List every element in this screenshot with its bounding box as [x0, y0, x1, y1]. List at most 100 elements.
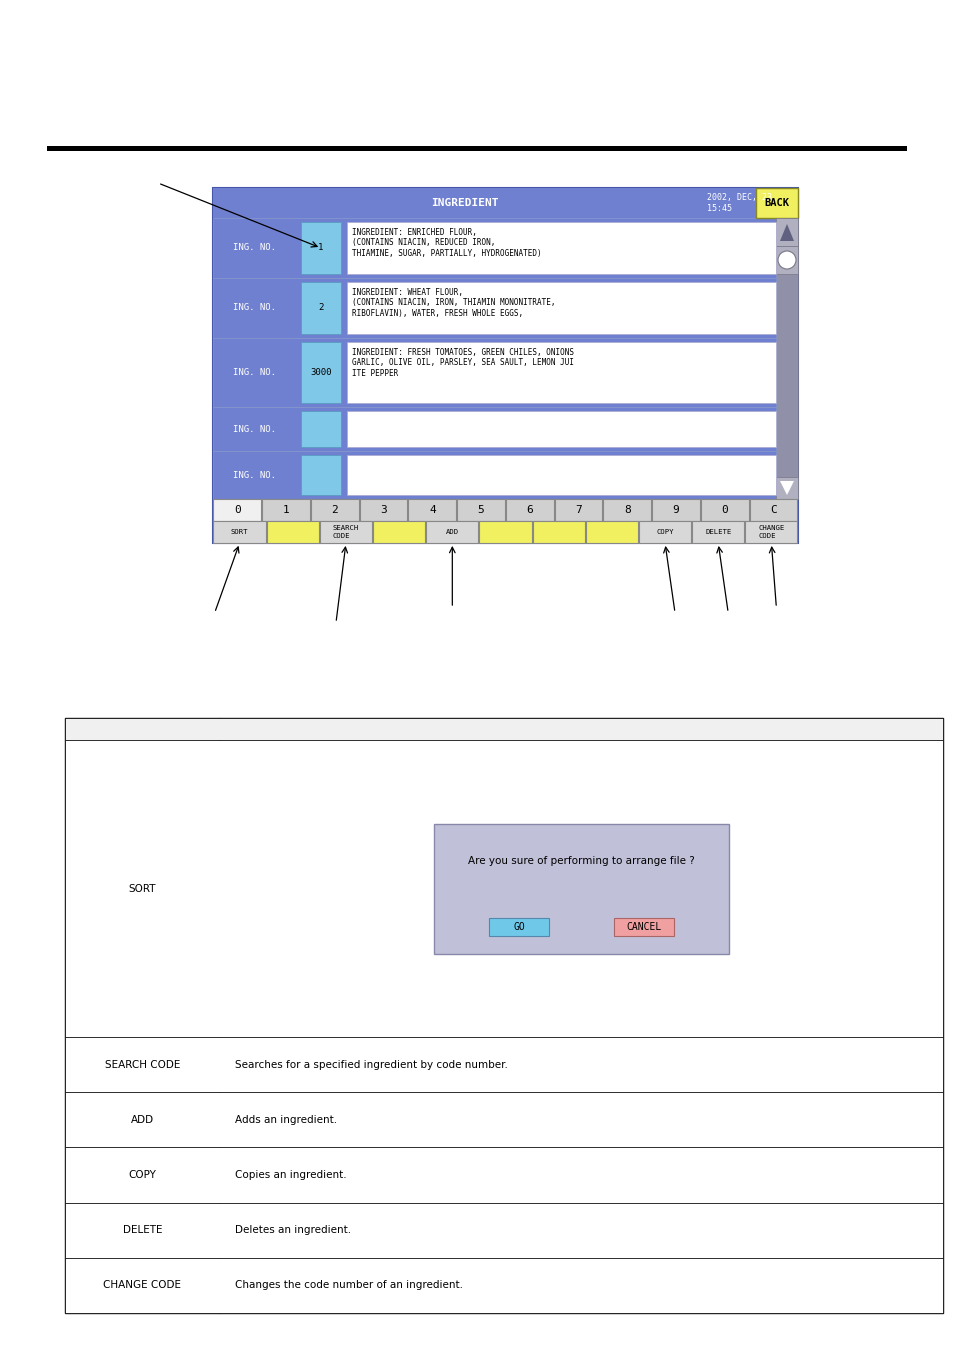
Bar — [347, 455, 775, 494]
Text: INGREDIENT: FRESH TOMATOES, GREEN CHILES, ONIONS
GARLIC, OLIVE OIL, PARSLEY, SEA: INGREDIENT: FRESH TOMATOES, GREEN CHILES… — [352, 349, 574, 378]
Bar — [755, 188, 797, 218]
Bar — [639, 521, 690, 543]
Text: 0: 0 — [720, 505, 727, 515]
Bar — [749, 499, 797, 521]
Text: 5: 5 — [477, 505, 484, 515]
Text: SORT: SORT — [231, 530, 248, 535]
Bar — [434, 824, 728, 954]
Text: 2002, DEC, 23
15:45: 2002, DEC, 23 15:45 — [707, 193, 772, 212]
Circle shape — [778, 251, 795, 269]
Bar — [775, 218, 797, 499]
Bar — [301, 411, 340, 447]
Text: Changes the code number of an ingredient.: Changes the code number of an ingredient… — [234, 1281, 462, 1290]
Bar — [652, 499, 700, 521]
Bar — [213, 188, 797, 543]
Bar — [65, 717, 942, 740]
Bar — [301, 342, 340, 403]
Text: INGREDIENT: ENRICHED FLOUR,
(CONTAINS NIACIN, REDUCED IRON,
THIAMINE, SUGAR, PAR: INGREDIENT: ENRICHED FLOUR, (CONTAINS NI… — [352, 228, 541, 258]
Bar — [213, 338, 775, 407]
Text: SEARCH CODE: SEARCH CODE — [105, 1059, 180, 1070]
Text: CHANGE
CODE: CHANGE CODE — [758, 526, 783, 539]
Text: ING. NO.: ING. NO. — [233, 243, 276, 253]
Text: 2: 2 — [331, 505, 338, 515]
Text: SORT: SORT — [129, 884, 156, 893]
Bar — [65, 1147, 942, 1202]
Bar — [213, 218, 775, 278]
Bar — [301, 282, 340, 334]
Text: 7: 7 — [575, 505, 581, 515]
Text: CANCEL: CANCEL — [626, 921, 661, 931]
Text: CHANGE CODE: CHANGE CODE — [103, 1281, 181, 1290]
Text: 8: 8 — [623, 505, 630, 515]
Text: Deletes an ingredient.: Deletes an ingredient. — [234, 1225, 351, 1235]
Text: 6: 6 — [526, 505, 533, 515]
Bar — [347, 411, 775, 447]
Text: Copies an ingredient.: Copies an ingredient. — [234, 1170, 346, 1179]
Bar — [347, 282, 775, 334]
Bar — [347, 222, 775, 274]
Bar — [614, 917, 673, 935]
Text: 4: 4 — [429, 505, 436, 515]
Text: 2: 2 — [318, 304, 323, 312]
Text: COPY: COPY — [656, 530, 673, 535]
Text: ING. NO.: ING. NO. — [233, 304, 276, 312]
Text: DELETE: DELETE — [704, 530, 731, 535]
Bar — [775, 246, 797, 274]
Bar — [311, 499, 358, 521]
Text: Searches for a specified ingredient by code number.: Searches for a specified ingredient by c… — [234, 1059, 507, 1070]
Bar — [373, 521, 425, 543]
Bar — [65, 1092, 942, 1147]
Bar — [301, 455, 340, 494]
Text: 9: 9 — [672, 505, 679, 515]
Text: DELETE: DELETE — [123, 1225, 162, 1235]
Bar — [213, 407, 775, 451]
Text: C: C — [769, 505, 776, 515]
Bar — [554, 499, 602, 521]
Text: ADD: ADD — [131, 1115, 153, 1125]
Text: ING. NO.: ING. NO. — [233, 424, 276, 434]
Bar — [262, 499, 310, 521]
Text: ADD: ADD — [445, 530, 458, 535]
Bar — [65, 717, 942, 1313]
Polygon shape — [780, 481, 793, 494]
Bar — [700, 499, 748, 521]
Bar — [775, 218, 797, 246]
Bar — [505, 499, 553, 521]
Bar — [359, 499, 407, 521]
Bar — [479, 521, 531, 543]
Text: 1: 1 — [318, 243, 323, 253]
Bar — [489, 917, 548, 935]
Text: GO: GO — [513, 921, 524, 931]
Bar — [213, 188, 797, 218]
Text: INGREDIENT: INGREDIENT — [431, 199, 497, 208]
Bar — [65, 1258, 942, 1313]
Text: COPY: COPY — [129, 1170, 156, 1179]
Text: ING. NO.: ING. NO. — [233, 470, 276, 480]
Bar — [744, 521, 797, 543]
Bar — [603, 499, 651, 521]
Text: INGREDIENT: WHEAT FLOUR,
(CONTAINS NIACIN, IRON, THIAMIN MONONITRATE,
RIBOFLAVIN: INGREDIENT: WHEAT FLOUR, (CONTAINS NIACI… — [352, 288, 555, 317]
Bar — [532, 521, 584, 543]
Bar — [213, 451, 775, 499]
Text: 0: 0 — [233, 505, 240, 515]
Text: ING. NO.: ING. NO. — [233, 367, 276, 377]
Bar — [692, 521, 743, 543]
Bar — [426, 521, 477, 543]
Bar — [65, 740, 942, 1038]
Text: 1: 1 — [282, 505, 289, 515]
Text: Are you sure of performing to arrange file ?: Are you sure of performing to arrange fi… — [468, 857, 694, 866]
Bar — [775, 477, 797, 499]
Bar — [213, 499, 261, 521]
Text: 3: 3 — [380, 505, 387, 515]
Bar — [456, 499, 504, 521]
Bar — [213, 278, 775, 338]
Bar — [585, 521, 638, 543]
Bar — [301, 222, 340, 274]
Bar — [408, 499, 456, 521]
Bar — [65, 1202, 942, 1258]
Text: 3000: 3000 — [310, 367, 332, 377]
Polygon shape — [780, 224, 793, 240]
Bar — [347, 342, 775, 403]
Bar — [213, 521, 265, 543]
Bar — [65, 1038, 942, 1092]
